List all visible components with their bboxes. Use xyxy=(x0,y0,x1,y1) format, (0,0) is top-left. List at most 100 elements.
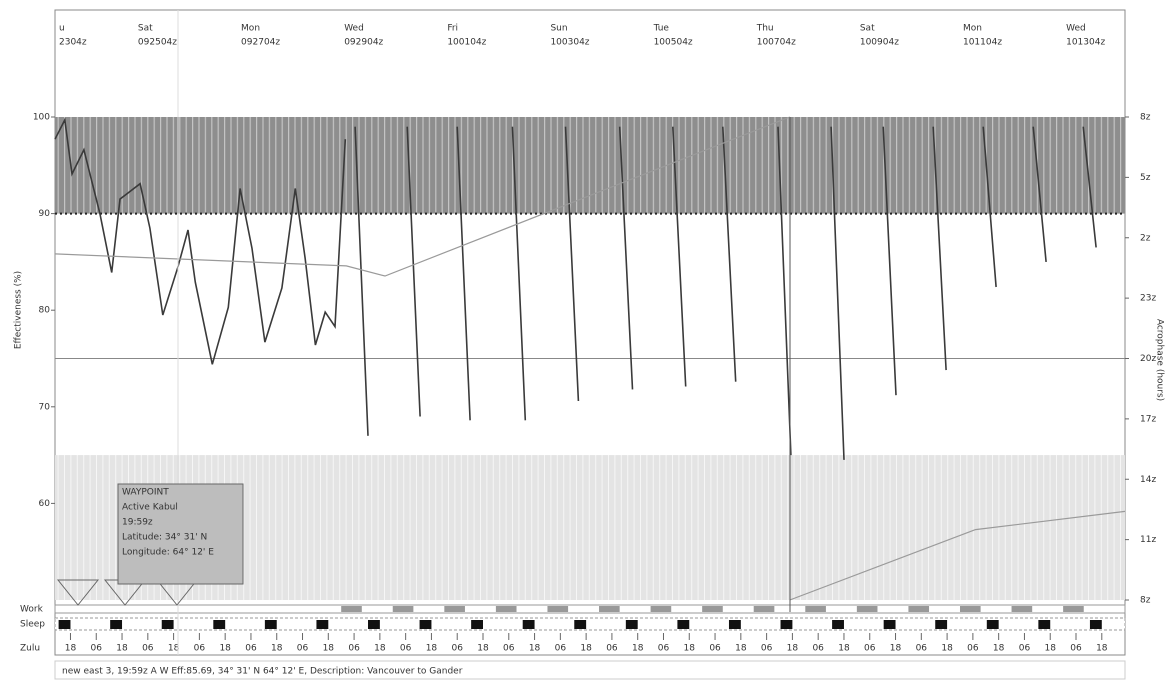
y-tick-label: 80 xyxy=(39,306,51,316)
sleep-block xyxy=(213,620,226,629)
status-text: new east 3, 19:59z A W Eff:85.69, 34° 31… xyxy=(62,667,463,677)
x-tick-label: 06 xyxy=(864,644,876,654)
sleep-block xyxy=(471,620,483,629)
work-block xyxy=(1063,606,1084,612)
x-tick-label: 06 xyxy=(194,644,206,654)
series-line xyxy=(54,116,1126,601)
sleep-block xyxy=(161,620,174,629)
top-day-label: Mon xyxy=(241,24,260,34)
y2-tick-label: 11z xyxy=(1140,535,1156,545)
top-day-label: Wed xyxy=(1066,24,1086,34)
sleep-block xyxy=(883,620,896,629)
top-date-label: 092704z xyxy=(241,38,280,48)
top-day-label: Wed xyxy=(344,24,364,34)
y2-tick-label: 8z xyxy=(1140,113,1151,123)
y-axis-title: Effectiveness (%) xyxy=(14,271,24,349)
sleep-block xyxy=(110,620,123,629)
top-day-label: Tue xyxy=(653,24,670,34)
top-date-label: 100304z xyxy=(550,38,589,48)
work-block xyxy=(444,606,465,612)
tooltip-line: Latitude: 34° 31' N xyxy=(122,533,207,543)
x-tick-label: 06 xyxy=(1019,644,1031,654)
work-block xyxy=(547,606,569,612)
work-block xyxy=(753,606,775,612)
y2-axis-title: Acrophase (hours) xyxy=(1155,319,1165,401)
sleep-block xyxy=(368,620,380,629)
x-tick-label: 18 xyxy=(735,644,747,654)
y2-tick-label: 23z xyxy=(1140,294,1156,304)
top-day-label: Thu xyxy=(756,24,774,34)
x-tick-label: 06 xyxy=(916,644,928,654)
x-tick-label: 18 xyxy=(219,644,231,654)
top-date-label: 092904z xyxy=(344,38,383,48)
sleep-block xyxy=(832,620,844,629)
x-tick-label: 18 xyxy=(374,644,386,654)
x-tick-label: 18 xyxy=(838,644,850,654)
sleep-block xyxy=(677,620,690,629)
top-date-label: 101104z xyxy=(963,38,1002,48)
x-tick-label: 18 xyxy=(993,644,1005,654)
x-tick-label: 06 xyxy=(400,644,412,654)
y-tick-label: 100 xyxy=(33,113,50,123)
top-day-label: Fri xyxy=(447,24,458,34)
work-block xyxy=(341,606,362,612)
y-tick-label: 90 xyxy=(39,209,51,219)
work-block xyxy=(702,606,723,612)
top-day-label: Sat xyxy=(860,24,875,34)
sleep-block xyxy=(935,620,948,629)
top-day-label: Sun xyxy=(550,24,567,34)
x-tick-label: 06 xyxy=(297,644,309,654)
sleep-block xyxy=(780,620,793,629)
top-date-label: 092504z xyxy=(138,38,177,48)
x-tick-label: 18 xyxy=(116,644,128,654)
x-tick-label: 18 xyxy=(632,644,644,654)
top-date-label: 2304z xyxy=(59,38,87,48)
x-tick-label: 18 xyxy=(271,644,283,654)
work-block xyxy=(805,606,826,612)
row-label: Sleep xyxy=(20,620,45,630)
x-tick-label: 18 xyxy=(787,644,799,654)
sleep-block xyxy=(574,620,587,629)
work-row xyxy=(54,604,1126,614)
sleep-block xyxy=(1038,620,1051,629)
x-tick-label: 06 xyxy=(451,644,463,654)
work-block xyxy=(599,606,620,612)
sleep-block xyxy=(316,620,329,629)
sleep-block xyxy=(1089,620,1102,629)
x-tick-label: 06 xyxy=(245,644,257,654)
top-date-label: 100104z xyxy=(447,38,486,48)
top-day-label: u xyxy=(59,24,65,34)
tooltip-line: WAYPOINT xyxy=(122,488,169,498)
x-tick-label: 18 xyxy=(941,644,953,654)
tooltip: WAYPOINT Active Kabul 19:59z Latitude: 3… xyxy=(117,483,244,585)
x-tick-label: 06 xyxy=(348,644,360,654)
x-tick-label: 18 xyxy=(890,644,902,654)
top-date-label: 100704z xyxy=(757,38,796,48)
sleep-block xyxy=(986,620,999,629)
y2-tick-label: 8z xyxy=(1140,596,1151,606)
tooltip-box xyxy=(117,483,244,585)
x-tick-label: 06 xyxy=(761,644,773,654)
x-tick-label: 18 xyxy=(1045,644,1057,654)
x-tick-label: 18 xyxy=(684,644,696,654)
tooltip-line: Longitude: 64° 12' E xyxy=(122,548,214,558)
x-tick-label: 18 xyxy=(1096,644,1108,654)
y2-tick-label: 14z xyxy=(1140,475,1156,485)
sleep-block xyxy=(728,620,741,629)
top-date-label: 100504z xyxy=(654,38,693,48)
work-block xyxy=(959,606,981,612)
x-tick-label: 18 xyxy=(426,644,438,654)
sleep-block xyxy=(264,620,277,629)
top-date-label: 101304z xyxy=(1066,38,1105,48)
sleep-block xyxy=(522,620,535,629)
x-tick-label: 18 xyxy=(477,644,489,654)
work-block xyxy=(1011,606,1033,612)
work-block xyxy=(908,606,930,612)
top-day-label: Sat xyxy=(138,24,153,34)
series-line xyxy=(54,117,1097,460)
x-tick-label: 18 xyxy=(323,644,335,654)
y2-tick-label: 20z xyxy=(1140,354,1156,364)
x-tick-label: 06 xyxy=(142,644,154,654)
x-tick-label: 06 xyxy=(658,644,670,654)
